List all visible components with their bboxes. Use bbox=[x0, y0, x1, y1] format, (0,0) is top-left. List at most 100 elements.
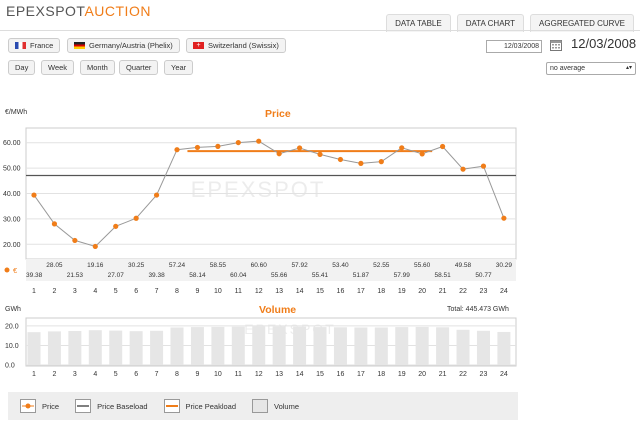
select-arrows-icon: ▴▾ bbox=[625, 65, 632, 71]
price-x-tick-label: 22 bbox=[459, 288, 467, 295]
market-label: Switzerland (Swissix) bbox=[208, 41, 279, 50]
price-data-label: 27.07 bbox=[108, 272, 125, 279]
price-point bbox=[440, 143, 446, 150]
period-button-day[interactable]: Day bbox=[8, 60, 36, 75]
price-data-label: 51.87 bbox=[353, 272, 370, 279]
volume-bar bbox=[211, 326, 225, 365]
price-data-label: 55.41 bbox=[312, 272, 329, 279]
volume-x-tick-label: 9 bbox=[195, 371, 199, 378]
period-button-year[interactable]: Year bbox=[164, 60, 194, 75]
volume-bar bbox=[47, 331, 61, 365]
legend-item-price-baseload[interactable]: Price Baseload bbox=[75, 399, 148, 413]
price-data-label: 55.60 bbox=[414, 262, 431, 269]
price-x-tick-label: 16 bbox=[337, 288, 345, 295]
price-data-label: 30.25 bbox=[128, 262, 145, 269]
volume-x-tick-label: 5 bbox=[114, 371, 118, 378]
volume-bar bbox=[231, 326, 245, 365]
price-row-marker-icon bbox=[4, 267, 10, 273]
volume-x-tick-label: 16 bbox=[337, 371, 345, 378]
price-data-label: 49.58 bbox=[455, 262, 472, 269]
volume-bar bbox=[436, 327, 450, 365]
average-select[interactable]: no average ▴▾ bbox=[546, 62, 636, 75]
price-x-tick-label: 20 bbox=[418, 288, 426, 295]
price-data-label: 21.53 bbox=[67, 272, 84, 279]
price-x-tick-label: 5 bbox=[114, 288, 118, 295]
volume-x-tick-label: 4 bbox=[93, 371, 97, 378]
volume-x-tick-label: 14 bbox=[296, 371, 304, 378]
volume-watermark: EPEXSPOT bbox=[244, 321, 335, 337]
price-chart-title: Price bbox=[265, 108, 291, 120]
volume-bar bbox=[150, 330, 164, 365]
date-input[interactable]: 12/03/2008 bbox=[486, 40, 542, 53]
calendar-icon[interactable] bbox=[550, 38, 562, 51]
price-data-label: 60.04 bbox=[230, 272, 247, 279]
tab-data-chart[interactable]: DATA CHART bbox=[456, 14, 525, 32]
price-point bbox=[419, 151, 425, 157]
volume-x-tick-label: 3 bbox=[73, 371, 77, 378]
chart-legend: Price Price Baseload Price Peakload Volu… bbox=[8, 392, 518, 420]
price-point bbox=[153, 192, 160, 198]
volume-x-tick-label: 22 bbox=[459, 371, 467, 378]
price-x-tick-label: 11 bbox=[235, 288, 242, 295]
price-data-label: 57.99 bbox=[394, 272, 411, 279]
price-point bbox=[399, 145, 405, 151]
price-data-label: 57.24 bbox=[169, 262, 186, 269]
market-button-france[interactable]: France bbox=[8, 38, 61, 53]
price-row-label: € bbox=[13, 266, 18, 275]
price-data-label: 52.55 bbox=[373, 262, 390, 269]
price-point bbox=[460, 166, 466, 172]
price-point bbox=[133, 215, 139, 221]
price-y-tick-label: 40.00 bbox=[3, 191, 21, 198]
market-button-switzerland[interactable]: + Switzerland (Swissix) bbox=[186, 38, 286, 53]
price-x-tick-label: 7 bbox=[155, 288, 159, 295]
price-point bbox=[92, 243, 98, 250]
legend-label: Volume bbox=[274, 401, 300, 411]
flag-france-icon bbox=[15, 42, 26, 49]
price-x-tick-label: 9 bbox=[195, 288, 199, 295]
volume-x-tick-label: 10 bbox=[214, 371, 222, 378]
price-data-label: 39.38 bbox=[148, 272, 165, 279]
price-point bbox=[113, 223, 119, 229]
volume-y-tick-label: 0.0 bbox=[5, 363, 15, 370]
price-data-label: 58.14 bbox=[189, 272, 206, 279]
price-y-tick-label: 30.00 bbox=[3, 216, 21, 223]
price-data-label: 58.51 bbox=[434, 272, 451, 279]
volume-x-tick-label: 18 bbox=[377, 371, 385, 378]
selected-date-display: 12/03/2008 bbox=[571, 36, 637, 51]
period-button-month[interactable]: Month bbox=[80, 60, 115, 75]
price-point bbox=[337, 156, 344, 163]
market-button-germany-austria[interactable]: Germany/Austria (Phelix) bbox=[67, 38, 180, 53]
view-tabs: DATA TABLE DATA CHART AGGREGATED CURVE bbox=[386, 14, 634, 32]
period-button-week[interactable]: Week bbox=[41, 60, 75, 75]
volume-bar bbox=[415, 326, 429, 365]
volume-x-tick-label: 19 bbox=[398, 371, 406, 378]
period-button-quarter[interactable]: Quarter bbox=[119, 60, 159, 75]
volume-x-tick-label: 2 bbox=[52, 371, 56, 378]
volume-bar bbox=[456, 329, 470, 365]
volume-x-tick-label: 21 bbox=[439, 371, 447, 378]
price-x-tick-label: 18 bbox=[377, 288, 385, 295]
price-x-tick-label: 6 bbox=[134, 288, 138, 295]
legend-item-price[interactable]: Price bbox=[20, 399, 59, 413]
logo-part-2: AUCTION bbox=[84, 3, 151, 19]
price-x-tick-label: 21 bbox=[439, 288, 447, 295]
volume-x-tick-label: 8 bbox=[175, 371, 179, 378]
price-x-tick-label: 12 bbox=[255, 288, 263, 295]
tab-data-table[interactable]: DATA TABLE bbox=[386, 14, 451, 32]
volume-bar bbox=[88, 330, 102, 365]
volume-bar bbox=[333, 327, 347, 365]
market-label: Germany/Austria (Phelix) bbox=[89, 41, 173, 50]
volume-y-tick-label: 10.0 bbox=[5, 343, 19, 350]
price-x-tick-label: 15 bbox=[316, 288, 324, 295]
logo: EPEXSPOTAUCTION bbox=[6, 3, 151, 19]
tab-aggregated-curve[interactable]: AGGREGATED CURVE bbox=[530, 14, 634, 32]
legend-item-volume[interactable]: Volume bbox=[252, 399, 299, 413]
legend-item-price-peakload[interactable]: Price Peakload bbox=[163, 399, 236, 413]
price-point bbox=[235, 139, 241, 146]
average-select-value: no average bbox=[550, 65, 586, 72]
volume-bar bbox=[395, 327, 409, 365]
volume-bar bbox=[252, 326, 266, 365]
volume-bar bbox=[354, 327, 368, 365]
price-point bbox=[215, 143, 221, 149]
